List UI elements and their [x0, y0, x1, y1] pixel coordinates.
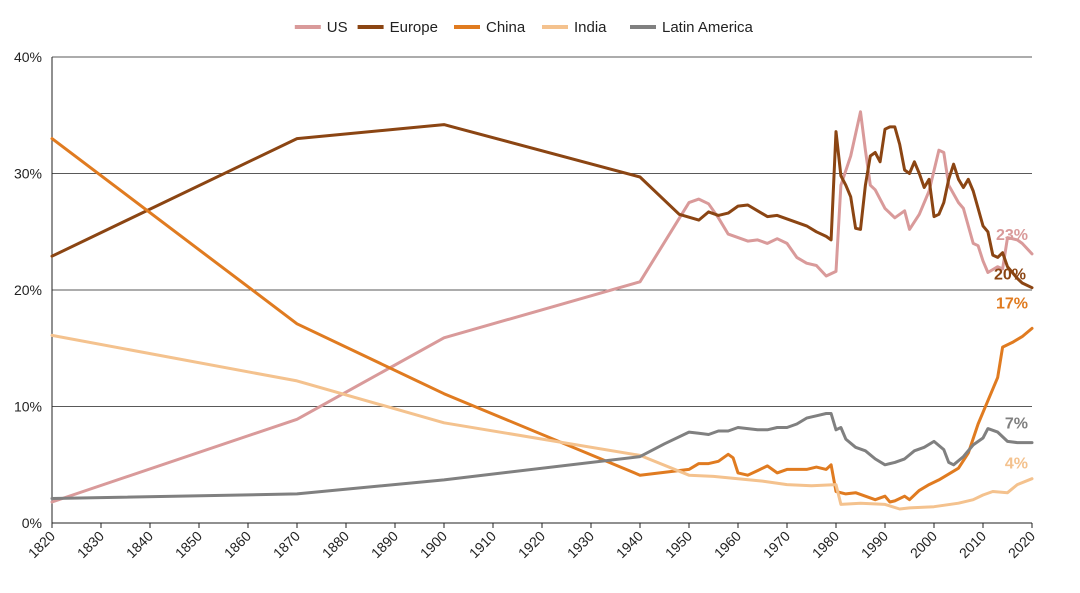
series-line-india — [50, 333, 1034, 511]
y-tick-label: 20% — [14, 282, 42, 298]
legend: US Europe China India Latin America — [294, 19, 754, 36]
end-label-china: 17% — [996, 295, 1028, 312]
end-label-us: 23% — [996, 227, 1028, 244]
legend-label-latin-america: Latin America — [662, 19, 754, 36]
axis-layer: 0% 10% 20% 30% 40% 1820 1830 1840 1850 1860 1870 18… — [14, 49, 1038, 561]
y-tick-label: 0% — [22, 515, 42, 531]
series-line-us — [50, 110, 1034, 504]
x-tick-label: 2010 — [956, 528, 989, 561]
x-tick-label: 1890 — [368, 528, 401, 561]
x-tick-label: 1830 — [74, 528, 107, 561]
x-tick-label: 1870 — [270, 528, 303, 561]
end-label-india: 4% — [1005, 456, 1028, 473]
grid-layer — [52, 56, 1032, 407]
legend-label-us: US — [327, 19, 348, 36]
end-label-layer: 23% 20% 17% 4% 7% — [994, 227, 1028, 473]
legend-label-india: India — [574, 19, 607, 36]
y-tick-label: 10% — [14, 399, 42, 415]
legend-label-europe: Europe — [390, 19, 438, 36]
x-tick-label: 1930 — [564, 528, 597, 561]
end-label-latin-america: 7% — [1005, 416, 1028, 433]
end-label-europe: 20% — [994, 267, 1026, 284]
x-tick-label: 1850 — [172, 528, 205, 561]
x-tick-label: 1950 — [662, 528, 695, 561]
x-tick-label: 1900 — [417, 528, 450, 561]
x-tick-label: 1840 — [123, 528, 156, 561]
series-line-europe — [50, 123, 1034, 290]
x-tick-label: 1860 — [221, 528, 254, 561]
x-tick-label: 1910 — [466, 528, 499, 561]
x-tick-label: 2020 — [1005, 528, 1038, 561]
x-tick-label: 1970 — [760, 528, 793, 561]
x-tick-label: 1990 — [858, 528, 891, 561]
series-layer — [50, 110, 1034, 511]
x-tick-label: 1920 — [515, 528, 548, 561]
x-tick-label: 2000 — [907, 528, 940, 561]
x-tick-label: 1980 — [809, 528, 842, 561]
series-line-latin-america — [50, 412, 1034, 500]
x-tick-label: 1820 — [25, 528, 58, 561]
x-tick-label: 1880 — [319, 528, 352, 561]
x-tick-label: 1960 — [711, 528, 744, 561]
y-tick-label: 30% — [14, 166, 42, 182]
series-line-china — [50, 137, 1034, 504]
x-tick-label: 1940 — [613, 528, 646, 561]
y-tick-label: 40% — [14, 49, 42, 65]
legend-label-china: China — [486, 19, 526, 36]
